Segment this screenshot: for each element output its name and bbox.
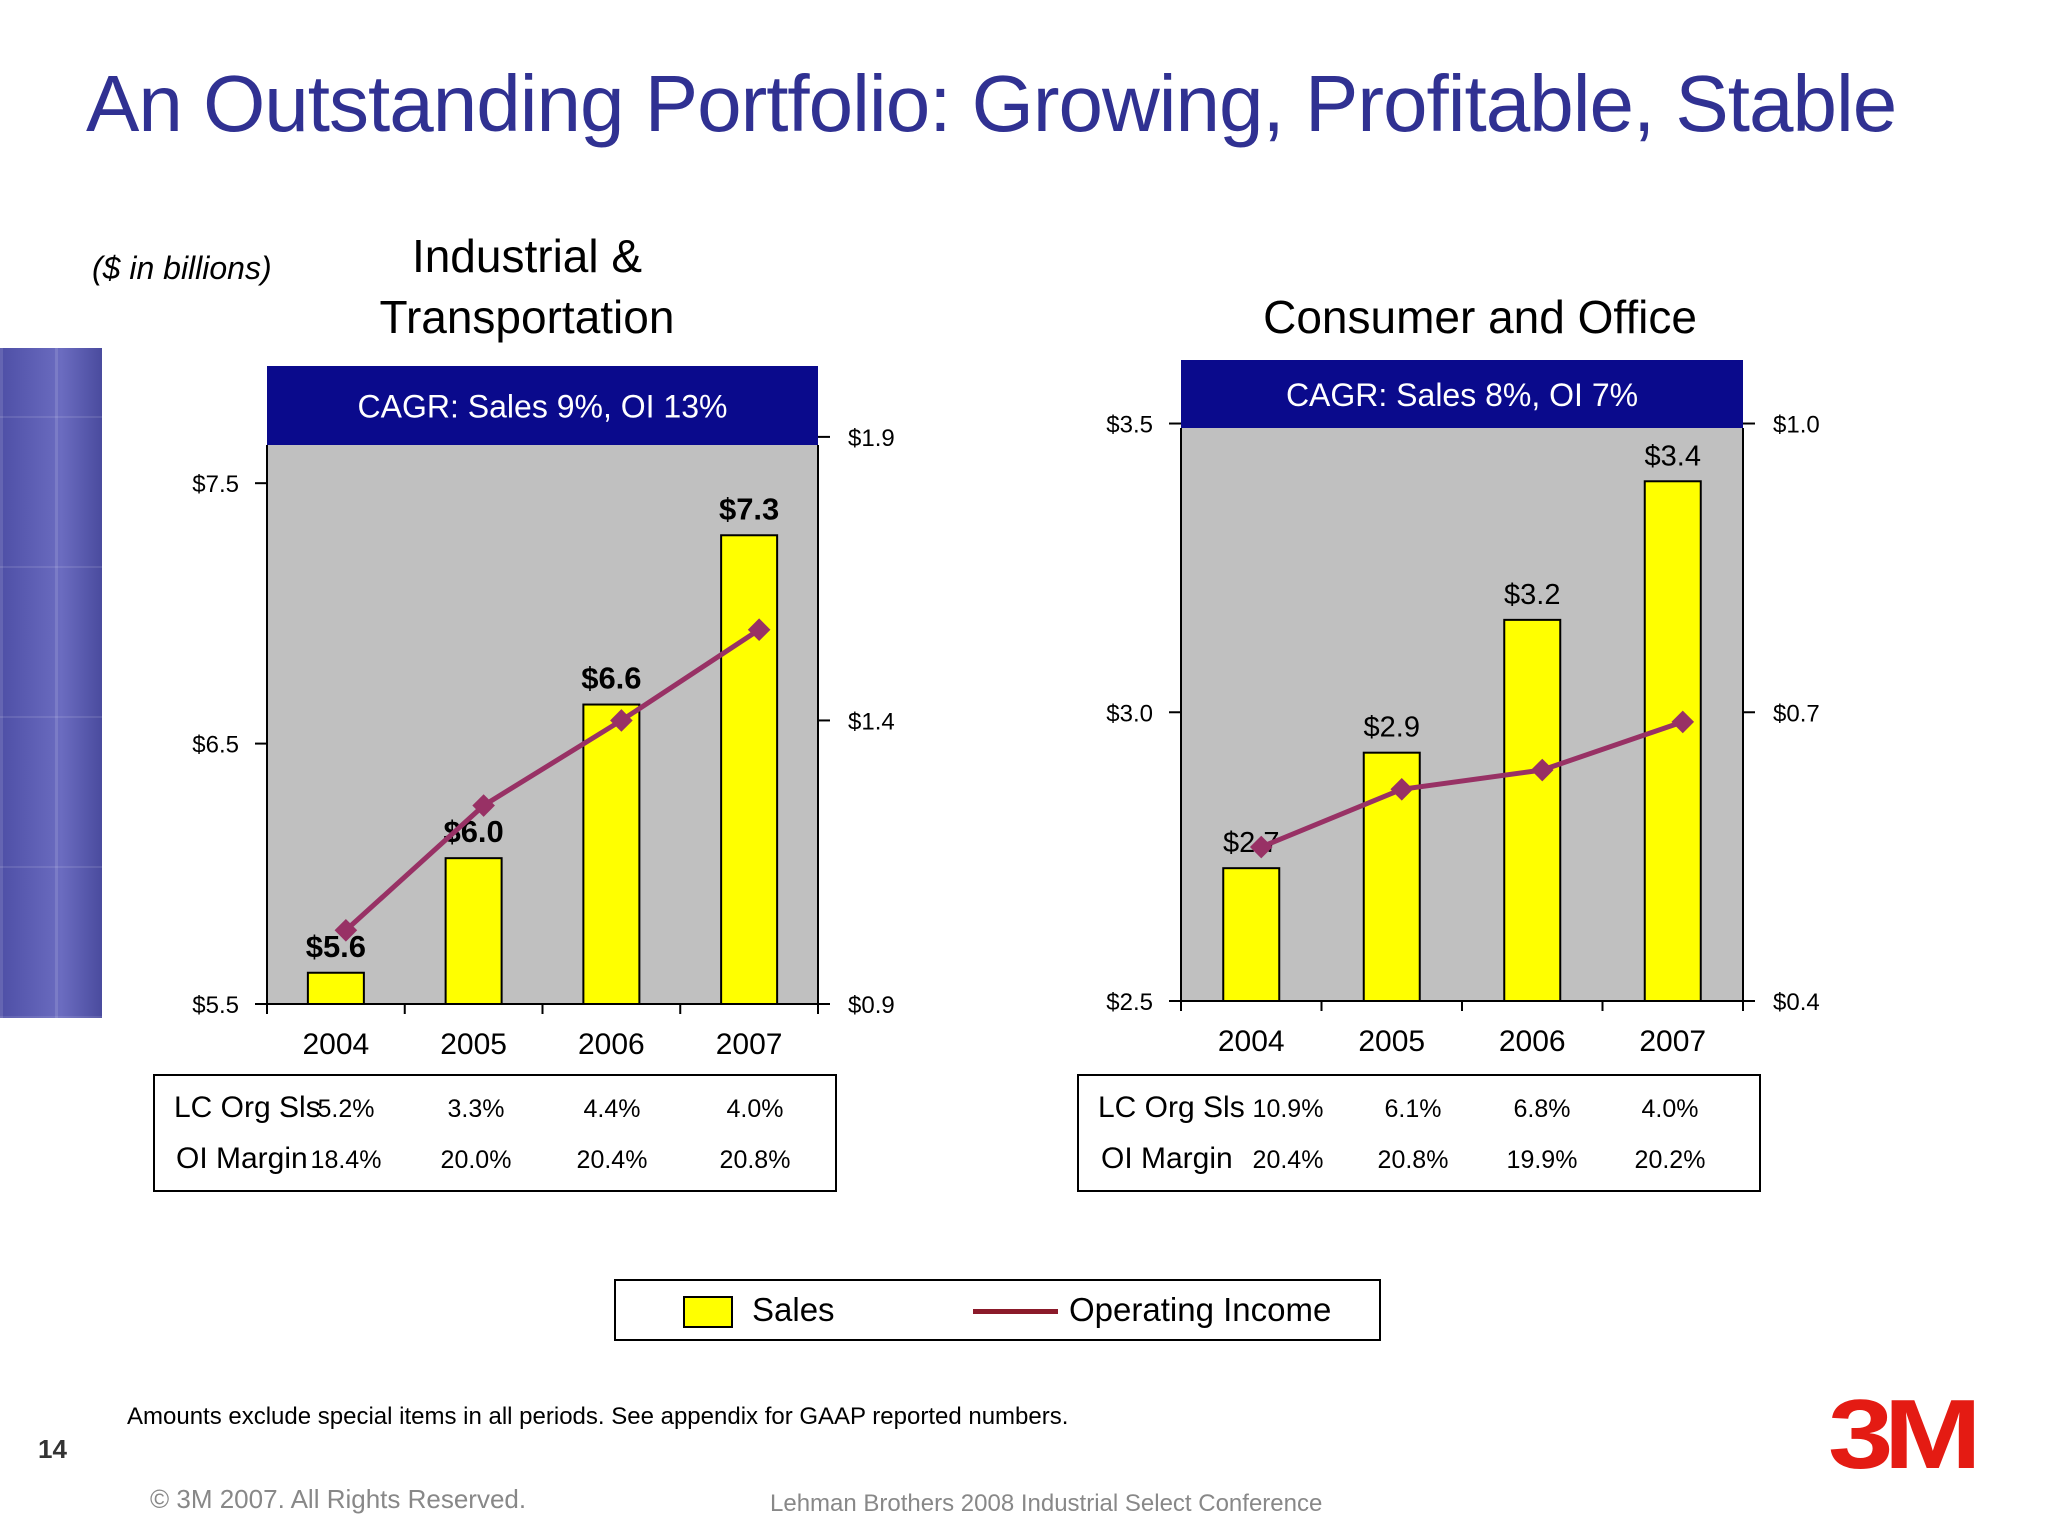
metrics-table xyxy=(153,1074,837,1192)
right-tick-label: $1.0 xyxy=(1773,412,1820,439)
right-tick-label: $1.4 xyxy=(848,708,895,735)
left-tick-label: $3.0 xyxy=(1106,700,1153,727)
operating-income-point xyxy=(747,618,771,642)
sales-bar xyxy=(582,703,641,1006)
cagr-banner xyxy=(1181,360,1743,428)
x-tick-label: 2006 xyxy=(1499,1025,1566,1058)
cagr-banner-text: CAGR: Sales 9%, OI 13% xyxy=(358,389,728,425)
table-cell: 20.8% xyxy=(1378,1146,1449,1174)
footnote: Amounts exclude special items in all per… xyxy=(127,1403,1069,1430)
table-cell: 18.4% xyxy=(311,1146,382,1174)
left-tick-label: $5.5 xyxy=(192,992,239,1019)
x-tick-label: 2005 xyxy=(1358,1025,1425,1058)
right-tick-label: $1.9 xyxy=(848,425,895,452)
operating-income-point xyxy=(1249,835,1273,859)
x-tick-label: 2004 xyxy=(1218,1025,1285,1058)
right-tick-label: $0.9 xyxy=(848,992,895,1019)
sales-data-label: $7.3 xyxy=(719,491,779,526)
table-cell: 4.0% xyxy=(1642,1095,1699,1123)
sales-bar xyxy=(1643,480,1702,1002)
left-tick-label: $7.5 xyxy=(192,471,239,498)
decorative-image xyxy=(0,348,102,1018)
operating-income-point xyxy=(1530,758,1554,782)
table-cell: 20.2% xyxy=(1635,1146,1706,1174)
table-cell: 19.9% xyxy=(1507,1146,1578,1174)
copyright: © 3M 2007. All Rights Reserved. xyxy=(150,1484,527,1514)
operating-income-point xyxy=(610,709,633,732)
legend-sales-label: Sales xyxy=(752,1291,835,1328)
legend-sales-swatch xyxy=(683,1296,733,1328)
units-note: ($ in billions) xyxy=(92,250,272,286)
table-cell: 5.2% xyxy=(318,1095,375,1123)
page-title: An Outstanding Portfolio: Growing, Profi… xyxy=(86,59,1897,148)
sales-bar xyxy=(720,534,779,1005)
table-row-label: OI Margin xyxy=(176,1142,308,1175)
legend-operating-income-line xyxy=(973,1309,1058,1314)
table-cell: 10.9% xyxy=(1253,1095,1324,1123)
cagr-banner xyxy=(267,366,818,445)
table-cell: 6.1% xyxy=(1385,1095,1442,1123)
sales-data-label: $3.4 xyxy=(1645,440,1701,472)
chart-title: Industrial & xyxy=(412,230,642,282)
x-tick-label: 2007 xyxy=(1639,1025,1706,1058)
sales-data-label: $5.6 xyxy=(306,929,366,964)
x-tick-label: 2004 xyxy=(303,1028,370,1061)
3m-logo: 3M xyxy=(1828,1379,1982,1489)
table-cell: 4.4% xyxy=(584,1095,641,1123)
sales-data-label: $6.6 xyxy=(581,661,641,696)
cagr-banner-text: CAGR: Sales 8%, OI 7% xyxy=(1286,377,1638,413)
operating-income-point xyxy=(472,794,495,817)
sales-data-label: $2.9 xyxy=(1364,712,1420,744)
table-cell: 20.0% xyxy=(441,1146,512,1174)
table-row-label: LC Org Sls xyxy=(1098,1091,1245,1124)
operating-income-point xyxy=(1390,777,1414,801)
left-tick-label: $3.5 xyxy=(1106,412,1153,439)
operating-income-line xyxy=(344,627,761,933)
table-row-label: LC Org Sls xyxy=(174,1091,321,1124)
sales-data-label: $3.2 xyxy=(1504,579,1560,611)
x-tick-label: 2006 xyxy=(578,1028,645,1061)
operating-income-line xyxy=(1260,719,1684,850)
operating-income-point xyxy=(334,918,358,942)
table-cell: 20.8% xyxy=(720,1146,791,1174)
sales-bar xyxy=(444,857,503,1006)
chart-title: Consumer and Office xyxy=(1263,291,1697,343)
right-tick-label: $0.4 xyxy=(1773,989,1820,1016)
right-tick-label: $0.7 xyxy=(1773,700,1820,727)
table-cell: 20.4% xyxy=(1253,1146,1324,1174)
chart-title: Transportation xyxy=(380,291,675,343)
x-tick-label: 2005 xyxy=(440,1028,507,1061)
metrics-table xyxy=(1077,1074,1761,1192)
left-tick-label: $2.5 xyxy=(1106,989,1153,1016)
table-cell: 4.0% xyxy=(727,1095,784,1123)
x-tick-label: 2007 xyxy=(716,1028,783,1061)
sales-bar xyxy=(1222,867,1281,1002)
table-cell: 3.3% xyxy=(448,1095,505,1123)
table-row-label: OI Margin xyxy=(1101,1142,1233,1175)
legend-operating-income-label: Operating Income xyxy=(1069,1291,1332,1328)
conference-name: Lehman Brothers 2008 Industrial Select C… xyxy=(770,1490,1323,1517)
operating-income-point xyxy=(1671,710,1695,734)
page-number: 14 xyxy=(38,1434,67,1464)
legend: Sales Operating Income xyxy=(614,1279,1381,1341)
table-cell: 6.8% xyxy=(1514,1095,1571,1123)
sales-bar xyxy=(1503,618,1562,1002)
table-cell: 20.4% xyxy=(577,1146,648,1174)
left-tick-label: $6.5 xyxy=(192,732,239,759)
sales-bar xyxy=(306,971,365,1006)
